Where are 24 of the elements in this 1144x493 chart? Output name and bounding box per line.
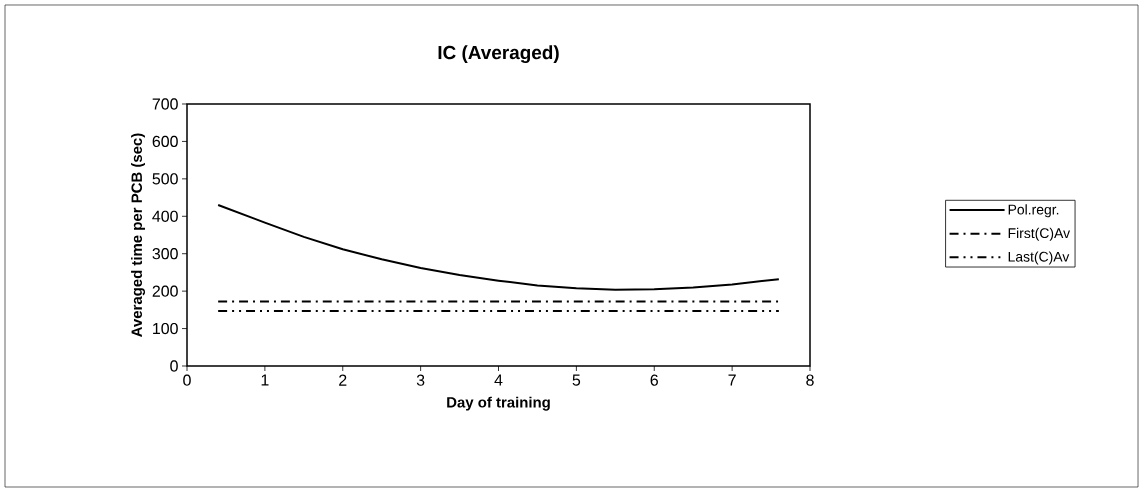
legend-label: First(C)Av xyxy=(1008,227,1071,241)
y-tick-label: 400 xyxy=(152,210,178,222)
x-tick-label: 3 xyxy=(416,374,425,386)
x-tick-label: 8 xyxy=(806,374,814,386)
x-tick-label: 7 xyxy=(728,374,736,386)
x-tick-label: 6 xyxy=(650,374,658,386)
y-tick-label: 0 xyxy=(170,360,178,372)
chart-title: IC (Averaged) xyxy=(438,45,559,64)
y-tick-label: 300 xyxy=(152,248,178,260)
y-axis-title: Averaged time per PCB (sec) xyxy=(131,133,146,337)
x-tick-label: 2 xyxy=(339,374,347,386)
y-tick-label: 100 xyxy=(153,322,178,335)
x-axis-title: Day of training xyxy=(447,396,550,411)
y-tick-label: 200 xyxy=(152,285,178,297)
y-tick-label: 600 xyxy=(152,135,178,148)
x-tick-label: 1 xyxy=(261,374,269,386)
x-tick-label: 4 xyxy=(494,374,503,386)
y-tick-label: 700 xyxy=(152,98,178,110)
legend-label: Last(C)Av xyxy=(1008,251,1070,265)
y-tick-label: 500 xyxy=(152,173,178,185)
legend-label: Pol.regr. xyxy=(1008,204,1059,218)
x-tick-label: 5 xyxy=(572,374,581,386)
x-tick-label: 0 xyxy=(183,374,191,386)
line-series xyxy=(217,204,780,291)
